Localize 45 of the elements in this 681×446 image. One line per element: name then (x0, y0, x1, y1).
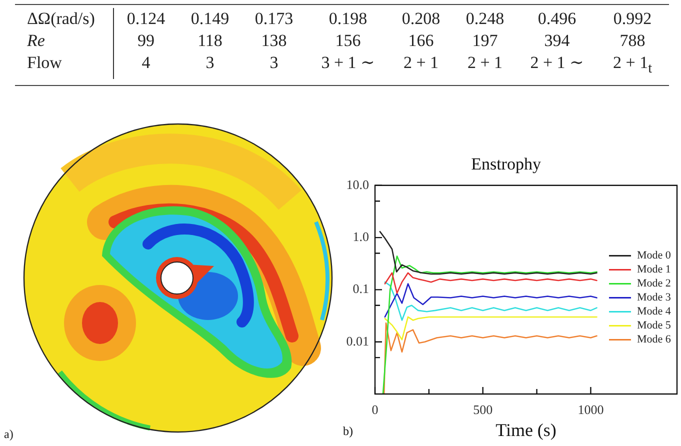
text: 166 (408, 31, 434, 50)
text: 0.149 (190, 9, 230, 28)
legend-label: Mode 1 (637, 264, 671, 276)
text: 118 (198, 31, 222, 50)
text: 3 (270, 53, 278, 72)
legend-label: Mode 6 (637, 334, 672, 346)
x-tick-label: 500 (473, 402, 493, 418)
text: 99 (138, 31, 154, 50)
legend-label: Mode 2 (637, 278, 671, 290)
text: 0.992 (613, 9, 652, 28)
text: 2 + 1 ∼ (530, 53, 584, 72)
text: 0.124 (126, 9, 166, 28)
legend-label: Mode 5 (637, 320, 672, 332)
y-tick-label: 10.0 (346, 176, 369, 192)
x-tick-label: 1000 (578, 402, 604, 418)
text: 394 (544, 31, 570, 50)
legend-label: Mode 3 (637, 292, 672, 304)
y-tick-label: 0.01 (346, 333, 369, 348)
text: 197 (472, 31, 498, 50)
text: 2 + 1 (403, 53, 439, 72)
category-label: Re (27, 31, 45, 50)
text: 4 (142, 53, 150, 72)
text: a) (4, 427, 14, 442)
y-tick-label: 1.0 (352, 228, 369, 244)
legend-label: Mode 4 (637, 306, 672, 318)
text: 0.198 (328, 9, 368, 28)
text: 2 + 1 (467, 53, 503, 72)
x-axis-title: Time (s) (496, 420, 556, 440)
text: 0.173 (254, 9, 294, 28)
x-tick-label: 0 (372, 402, 378, 418)
text: b) (343, 424, 353, 438)
category-label: ΔΩ(rad/s) (27, 9, 95, 28)
text: 0.496 (538, 9, 576, 28)
category-label: Flow (27, 53, 62, 72)
text: 3 + 1 ∼ (321, 53, 375, 72)
y-tick-label: 0.1 (352, 281, 369, 296)
chart-title: Enstrophy (471, 154, 542, 174)
text: 3 (206, 53, 214, 72)
text: 138 (261, 31, 287, 50)
text: 2 + 1$_{t}$ (612, 53, 652, 76)
text: 0.248 (466, 9, 504, 28)
text: 0.208 (402, 9, 440, 28)
text: 788 (620, 31, 646, 50)
legend-label: Mode 0 (637, 250, 672, 262)
text: 156 (335, 31, 361, 50)
